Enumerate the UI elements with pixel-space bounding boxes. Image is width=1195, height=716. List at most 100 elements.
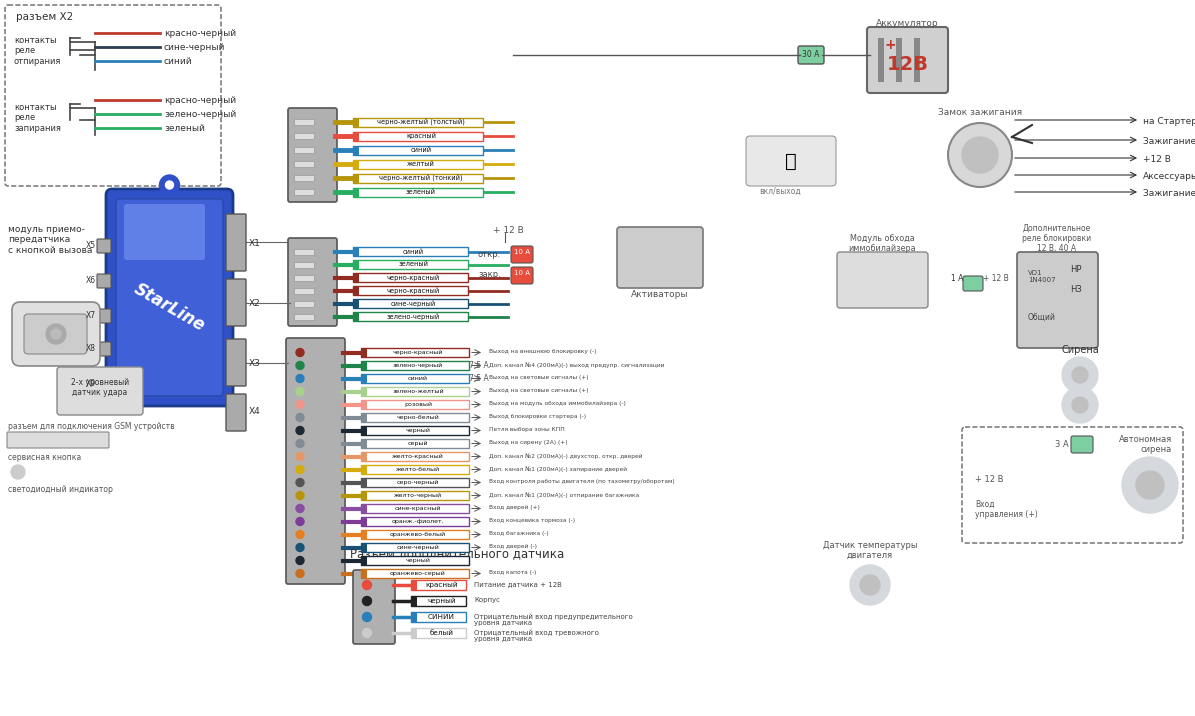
Text: 7,5 А: 7,5 А — [468, 374, 489, 383]
Bar — [361, 530, 468, 539]
Text: Датчик температуры
двигателя: Датчик температуры двигателя — [822, 541, 918, 560]
Text: желтый: желтый — [407, 161, 435, 167]
Bar — [361, 517, 468, 526]
Text: на Стартер: на Стартер — [1142, 117, 1195, 126]
FancyBboxPatch shape — [12, 302, 100, 366]
Bar — [361, 530, 367, 539]
Text: черно-красный: черно-красный — [393, 350, 443, 355]
Text: черный: черный — [427, 598, 455, 604]
Text: зеленый: зеленый — [164, 124, 204, 133]
Bar — [361, 569, 468, 578]
Text: розовый: розовый — [404, 402, 433, 407]
Text: Активаторы: Активаторы — [631, 290, 688, 299]
Text: оранж.-фиолет.: оранж.-фиолет. — [392, 519, 445, 524]
Bar — [353, 312, 358, 321]
Text: Вход концевика тормоза (-): Вход концевика тормоза (-) — [489, 518, 575, 523]
Circle shape — [296, 427, 304, 435]
Text: зелено-черный: зелено-черный — [393, 363, 443, 368]
Text: НР: НР — [1070, 265, 1081, 274]
FancyBboxPatch shape — [288, 238, 337, 326]
Text: 30 А: 30 А — [802, 50, 820, 59]
Text: зеленый: зеленый — [398, 261, 429, 268]
Circle shape — [11, 465, 25, 479]
Text: синий: синий — [407, 376, 428, 381]
FancyBboxPatch shape — [24, 314, 87, 354]
Bar — [361, 387, 367, 396]
Bar — [353, 160, 483, 168]
Text: контакты
реле
отпирания: контакты реле отпирания — [14, 36, 61, 66]
Circle shape — [962, 137, 998, 173]
Text: Аккумулятор: Аккумулятор — [876, 19, 939, 28]
Bar — [353, 286, 468, 295]
Bar — [361, 465, 468, 474]
FancyBboxPatch shape — [962, 427, 1183, 543]
Bar — [361, 543, 367, 552]
Text: X4: X4 — [249, 407, 261, 416]
Text: 🚗: 🚗 — [785, 152, 797, 170]
FancyBboxPatch shape — [1017, 252, 1098, 348]
Bar — [294, 248, 314, 254]
Circle shape — [296, 440, 304, 448]
Bar — [361, 491, 468, 500]
Text: Вход капота (-): Вход капота (-) — [489, 570, 537, 575]
Text: Вход багажника (-): Вход багажника (-) — [489, 531, 549, 536]
Text: зелено-черный: зелено-черный — [387, 314, 440, 320]
Circle shape — [296, 349, 304, 357]
Bar — [294, 133, 314, 139]
Text: Вход
управления (+): Вход управления (+) — [975, 500, 1037, 519]
Bar — [411, 612, 417, 622]
Bar — [294, 288, 314, 294]
Bar — [353, 117, 358, 127]
Bar — [361, 413, 367, 422]
Bar — [361, 374, 367, 383]
FancyBboxPatch shape — [798, 46, 825, 64]
Text: Выход на сирену (2А) (+): Выход на сирену (2А) (+) — [489, 440, 568, 445]
Bar — [294, 314, 314, 319]
Text: синий: синий — [164, 57, 192, 66]
Text: красный: красный — [425, 581, 458, 589]
Text: СИНИЙ: СИНИЙ — [428, 614, 455, 620]
Bar — [361, 439, 367, 448]
Text: серый: серый — [407, 441, 428, 446]
Text: красный: красный — [406, 132, 436, 139]
Text: VD1
1N4007: VD1 1N4007 — [1028, 270, 1055, 283]
FancyBboxPatch shape — [511, 246, 533, 263]
Bar — [294, 301, 314, 306]
Text: черный: черный — [405, 558, 430, 563]
Circle shape — [296, 556, 304, 564]
Text: 3 А: 3 А — [1055, 440, 1068, 449]
FancyBboxPatch shape — [746, 136, 836, 186]
Text: желто-красный: желто-красный — [392, 454, 443, 459]
Circle shape — [1062, 357, 1098, 393]
Text: светодиодный индикатор: светодиодный индикатор — [8, 485, 112, 494]
FancyBboxPatch shape — [226, 339, 246, 386]
Text: черный: черный — [405, 428, 430, 433]
Bar — [353, 160, 358, 168]
Circle shape — [1062, 387, 1098, 423]
Bar — [411, 596, 417, 606]
Text: Дополнительное
реле блокировки
12 В, 40 А: Дополнительное реле блокировки 12 В, 40 … — [1023, 223, 1091, 253]
Text: Зажигание 1: Зажигание 1 — [1142, 189, 1195, 198]
FancyBboxPatch shape — [7, 432, 109, 448]
Bar — [361, 543, 468, 552]
Bar — [361, 361, 367, 370]
Circle shape — [362, 596, 372, 606]
FancyBboxPatch shape — [972, 139, 989, 165]
Circle shape — [296, 362, 304, 369]
Bar — [353, 117, 483, 127]
FancyBboxPatch shape — [97, 274, 111, 288]
FancyBboxPatch shape — [57, 367, 143, 415]
Text: X3: X3 — [249, 359, 261, 367]
Bar — [361, 569, 367, 578]
Bar — [361, 439, 468, 448]
FancyBboxPatch shape — [353, 570, 396, 644]
Bar — [361, 400, 367, 409]
Bar — [361, 556, 367, 565]
Text: откр.: откр. — [478, 250, 501, 259]
Bar — [353, 273, 468, 282]
Circle shape — [296, 414, 304, 422]
Text: сине-красный: сине-красный — [394, 506, 441, 511]
Circle shape — [296, 518, 304, 526]
Bar — [411, 612, 466, 622]
Text: + 12 В: + 12 В — [983, 274, 1009, 283]
